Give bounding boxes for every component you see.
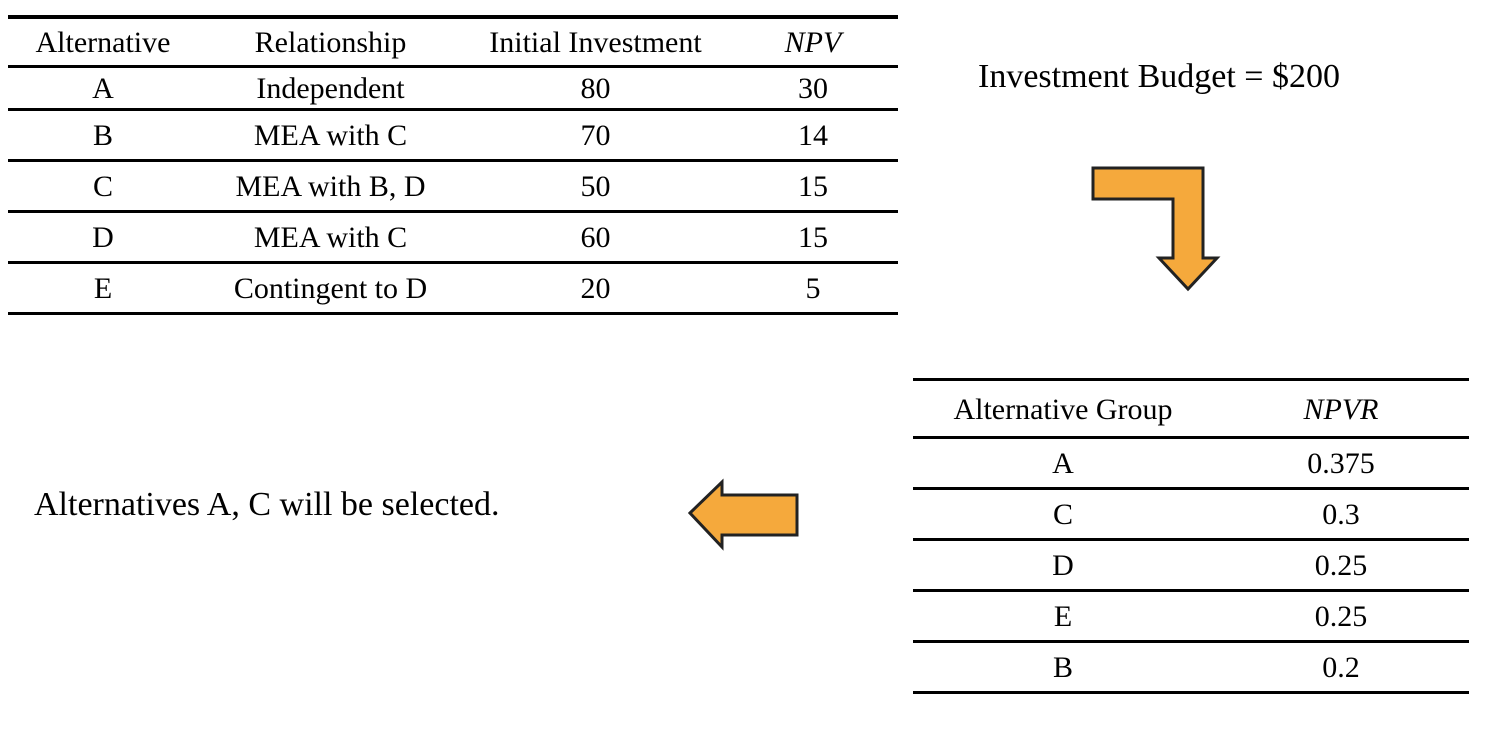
table-cell: MEA with C <box>253 220 408 254</box>
down-bent-arrow-icon <box>1091 166 1221 292</box>
table-cell: 0.3 <box>1322 498 1360 531</box>
table-cell: 15 <box>798 220 828 254</box>
table-cell: Contingent to D <box>233 271 428 305</box>
table-cell: 0.375 <box>1307 447 1375 480</box>
table-cell: 0.25 <box>1314 549 1368 582</box>
table-cell: D <box>1052 549 1074 582</box>
table-cell: Independent <box>256 71 405 105</box>
table-cell: A <box>92 71 114 105</box>
left-arrow-icon <box>687 478 799 551</box>
table-cell: D <box>92 220 114 254</box>
table-cell: A <box>1052 447 1074 480</box>
table-cell: 14 <box>798 118 828 152</box>
left-arrow-shape <box>687 478 799 551</box>
table-cell: 15 <box>798 169 828 203</box>
table-row: E Contingent to D 20 5 <box>8 262 898 313</box>
column-header: NPVR <box>1303 392 1379 426</box>
table-row: E 0.25 <box>913 591 1469 642</box>
conclusion-label: Alternatives A, C will be selected. <box>34 486 500 523</box>
table-row: B MEA with C 70 14 <box>8 109 898 160</box>
down-bent-arrow-shape <box>1091 166 1221 292</box>
table-cell: 5 <box>805 271 821 305</box>
table-cell: 50 <box>580 169 611 203</box>
table-cell: 0.2 <box>1322 651 1360 684</box>
table-cell: 0.25 <box>1314 600 1368 633</box>
table-row: C 0.3 <box>913 489 1469 540</box>
table-cell: 30 <box>798 71 828 105</box>
alternatives-table: Alternative Relationship Initial Investmen… <box>8 15 898 315</box>
column-header: NPV <box>784 25 842 59</box>
header-row: Alternative Relationship Initial Investmen… <box>8 17 898 66</box>
table-cell: 70 <box>580 118 611 152</box>
table-cell: E <box>1053 600 1073 633</box>
table-row: B 0.2 <box>913 642 1469 693</box>
table-cell: B <box>92 118 113 152</box>
column-header: Alternative Group <box>953 392 1173 426</box>
table-cell: MEA with B, D <box>235 169 426 203</box>
table-cell: C <box>1052 498 1073 531</box>
column-header: Initial Investment <box>489 25 702 59</box>
table-row: A 0.375 <box>913 438 1469 489</box>
table-cell: 60 <box>580 220 611 254</box>
table-cell: 80 <box>580 71 611 105</box>
column-header: Relationship <box>254 25 407 59</box>
table-cell: MEA with C <box>253 118 408 152</box>
table-row: D MEA with C 60 15 <box>8 211 898 262</box>
column-header: Alternative <box>35 25 171 59</box>
header-row: Alternative Group NPVR <box>913 380 1469 438</box>
table-row: C MEA with B, D 50 15 <box>8 160 898 211</box>
table-row: D 0.25 <box>913 540 1469 591</box>
table-cell: 20 <box>580 271 611 305</box>
npvr-table: Alternative Group NPVR A 0.375 C 0.3 D 0.25 E 0.2… <box>913 378 1469 694</box>
table-cell: C <box>92 169 113 203</box>
table-cell: B <box>1052 651 1073 684</box>
table-row: A Independent 80 30 <box>8 66 898 109</box>
investment-budget-label: Investment Budget = $200 <box>978 58 1340 95</box>
table-cell: E <box>93 271 113 305</box>
